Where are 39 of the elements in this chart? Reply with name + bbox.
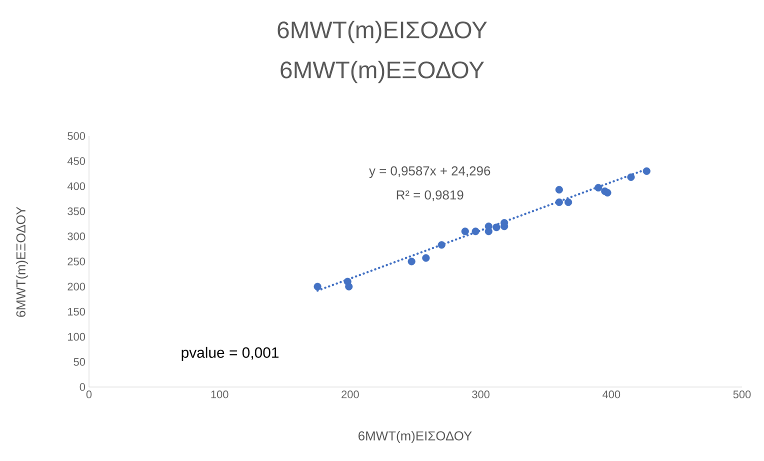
point	[422, 254, 430, 262]
y-tick-label: 500	[68, 132, 86, 140]
point	[642, 167, 650, 175]
x-tick-label: 300	[472, 390, 490, 398]
chart-title: 6MWT(m)ΕΙΣΟΔΟΥ	[278, 20, 487, 44]
x-tick-label: 500	[733, 390, 751, 398]
annotation: pvalue = 0,001	[182, 346, 279, 361]
point	[594, 184, 602, 192]
x-axis-title: 6MWT(m)ΕΙΣΟΔΟΥ	[358, 430, 472, 444]
annotation: y = 0,9587x + 24,296	[369, 166, 490, 178]
x-tick-label: 100	[211, 390, 228, 398]
x-tick-label: 400	[602, 390, 620, 398]
point	[555, 198, 563, 206]
point	[555, 186, 563, 194]
y-tick-label: 450	[67, 157, 86, 165]
point	[627, 173, 635, 181]
y-tick-label: 350	[68, 207, 86, 216]
y-tick-label: 300	[68, 232, 86, 240]
point	[564, 198, 572, 206]
x-tick-label: 200	[342, 390, 359, 398]
y-tick-label: 200	[68, 282, 86, 290]
point	[604, 188, 612, 197]
point	[438, 241, 446, 249]
y-axis-title: 6MWT(m)ΕΞΟΔΟΥ	[16, 206, 28, 317]
y-tick-label: 150	[68, 308, 86, 316]
point	[492, 224, 500, 232]
point	[408, 258, 416, 266]
y-tick-label: 0	[80, 383, 86, 391]
y-tick-label: 400	[67, 182, 86, 190]
x-tick-label: 0	[86, 390, 92, 398]
y-tick-label: 100	[68, 332, 86, 341]
point	[314, 282, 322, 290]
chart-subtitle: 6MWT(m)ΕΞΟΔΟΥ	[280, 60, 484, 84]
annotation: R² = 0,9819	[396, 190, 464, 202]
y-tick-label: 250	[68, 258, 86, 266]
point	[345, 282, 353, 290]
y-tick-label: 50	[74, 358, 86, 366]
point	[472, 228, 480, 236]
point	[461, 228, 469, 236]
